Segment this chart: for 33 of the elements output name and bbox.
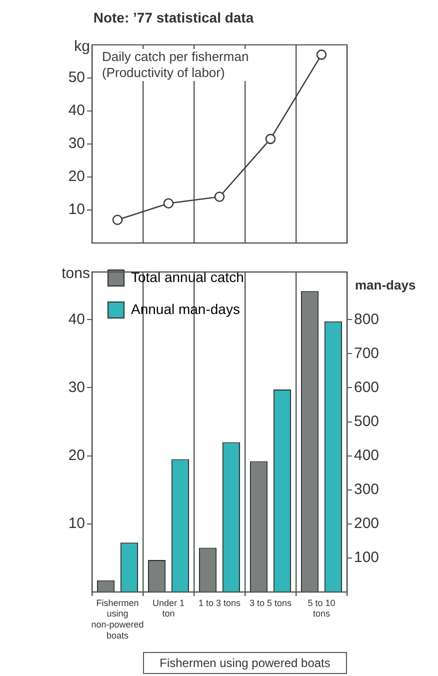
y-tick-label: 30: [68, 135, 85, 152]
y-axis-title: tons: [62, 265, 90, 282]
y-tick-label: 10: [68, 201, 85, 218]
y2-axis-title: man-days: [355, 278, 416, 293]
y-tick-label: 20: [68, 168, 85, 186]
y-tick-label: 10: [68, 515, 85, 532]
point: [214, 192, 225, 202]
y2-tick-label: 300: [354, 481, 380, 498]
y-tick-label: 50: [68, 68, 85, 86]
x-tick-label: Under 1 ton: [152, 598, 185, 619]
x-tick-label: 1 to 3 tons: [198, 598, 242, 608]
y2-tick-label: 600: [354, 378, 380, 396]
chart-title: Note: ’77 statistical data: [93, 9, 254, 26]
point: [316, 50, 327, 60]
y2-tick-label: 100: [354, 549, 380, 566]
label-box: Fishermen using powered boats: [143, 652, 347, 674]
point: [163, 198, 174, 209]
y-axis-title: kg: [74, 38, 90, 55]
text: Daily catch per fisherman (Productivity of labor): [100, 48, 264, 81]
x-tick-label: 3 to 5 tons: [249, 598, 292, 608]
point: [112, 214, 123, 226]
y-tick-label: 40: [68, 102, 85, 120]
x-tick-label: Fishermen using non-powered boats: [91, 598, 144, 640]
y2-tick-label: 800: [354, 310, 380, 328]
y-tick-label: 20: [68, 446, 85, 464]
y-tick-label: 30: [68, 378, 85, 396]
point: [265, 134, 276, 144]
y2-tick-label: 400: [354, 446, 380, 464]
y2-tick-label: 700: [354, 344, 380, 362]
x-tick-label: 5 to 10 tons: [308, 598, 336, 619]
y-tick-label: 40: [68, 310, 85, 328]
y2-tick-label: 200: [354, 515, 380, 532]
y2-tick-label: 500: [354, 412, 380, 430]
